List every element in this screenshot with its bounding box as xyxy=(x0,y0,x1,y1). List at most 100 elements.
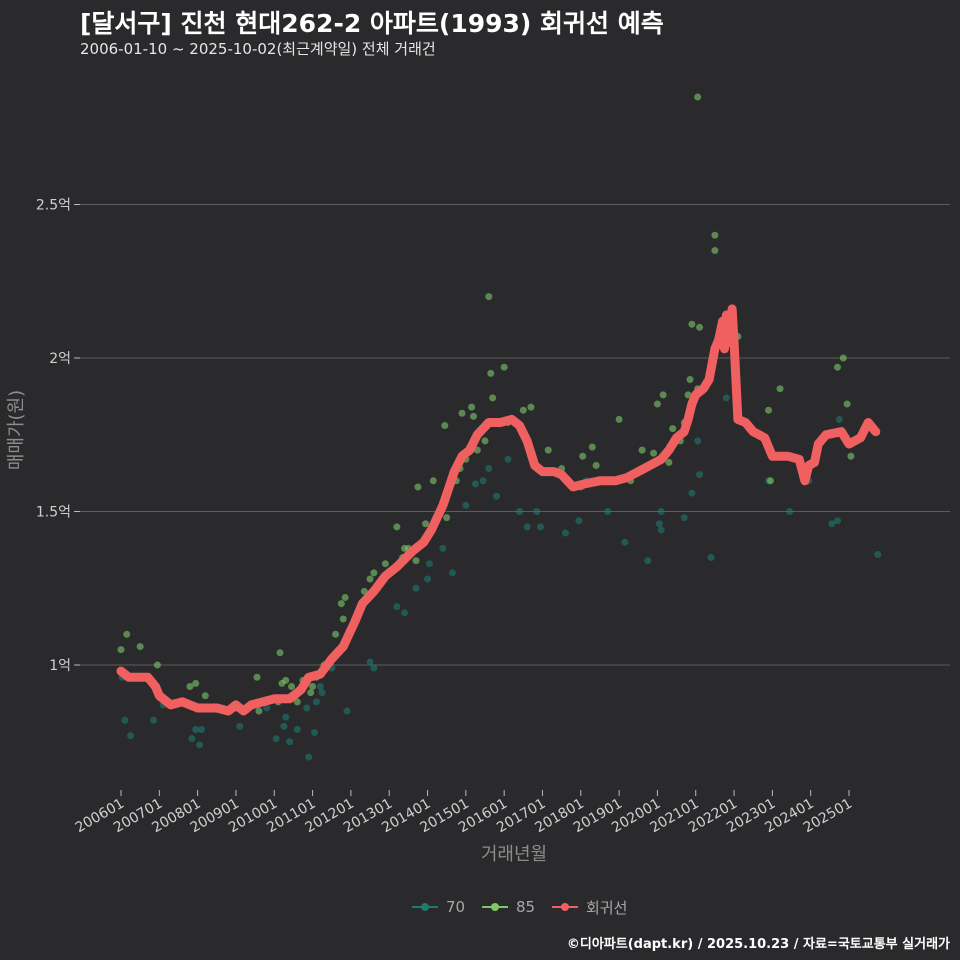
point-70-44 xyxy=(561,529,569,537)
point-85-46 xyxy=(470,412,478,420)
point-85-75 xyxy=(688,320,696,328)
point-85-61 xyxy=(588,443,596,451)
chart-title: [달서구] 진천 현대262-2 아파트(1993) 회귀선 예측 xyxy=(80,9,664,38)
point-70-34 xyxy=(462,501,470,509)
point-70-37 xyxy=(485,465,493,473)
legend-item-70[interactable]: 70 xyxy=(412,896,465,918)
x-axis-title: 거래년월 xyxy=(481,844,547,865)
regression-layer xyxy=(116,304,881,716)
legend: 70 85 회귀선 xyxy=(0,896,960,918)
point-85-26 xyxy=(360,587,368,595)
point-85-49 xyxy=(485,293,493,301)
x-axis-ticks: 2006012007012008012009012010012011012012… xyxy=(73,790,855,836)
point-70-38 xyxy=(492,492,500,500)
point-85-48 xyxy=(481,437,489,445)
point-70-8 xyxy=(197,725,205,733)
point-85-87 xyxy=(834,363,842,371)
y-axis-title: 매매가(원) xyxy=(6,390,27,470)
point-85-79 xyxy=(711,231,719,239)
point-70-43 xyxy=(537,523,545,531)
point-70-60 xyxy=(786,508,794,515)
point-85-74 xyxy=(686,375,694,383)
source-caption: ©디아파트(dapt.kr) / 2025.10.23 / 자료=국토교통부 실… xyxy=(566,937,950,952)
chart-subtitle: 2006-01-10 ~ 2025-10-02(최근계약일) 전체 거래건 xyxy=(80,40,436,58)
point-85-34 xyxy=(412,557,420,565)
point-70-58 xyxy=(722,394,730,402)
point-85-28 xyxy=(370,569,378,577)
point-70-51 xyxy=(657,526,665,534)
point-70-19 xyxy=(310,729,318,737)
point-85-89 xyxy=(843,400,851,408)
point-70-10 xyxy=(236,722,244,730)
point-70-16 xyxy=(293,725,301,733)
point-85-27 xyxy=(366,575,374,583)
point-85-63 xyxy=(615,415,623,423)
point-85-45 xyxy=(468,403,476,411)
point-70-54 xyxy=(688,489,696,497)
point-70-12 xyxy=(272,735,280,743)
point-70-14 xyxy=(282,713,290,721)
point-70-64 xyxy=(835,415,843,423)
point-70-57 xyxy=(707,554,715,562)
point-70-56 xyxy=(696,471,704,479)
point-70-45 xyxy=(575,517,583,525)
point-70-28 xyxy=(401,609,409,617)
point-70-15 xyxy=(286,738,294,746)
point-85-50 xyxy=(487,369,495,377)
point-85-1 xyxy=(123,630,131,638)
point-70-25 xyxy=(366,658,374,666)
point-85-17 xyxy=(307,689,315,697)
point-85-13 xyxy=(282,676,290,684)
point-85-18 xyxy=(309,682,317,690)
point-85-62 xyxy=(592,461,600,469)
point-85-22 xyxy=(337,600,345,608)
point-70-53 xyxy=(680,514,688,522)
y-tick-label-0: 1억 xyxy=(49,658,71,674)
legend-swatch-85 xyxy=(482,896,508,918)
point-85-21 xyxy=(332,630,340,638)
legend-label-70: 70 xyxy=(446,898,466,916)
y-tick-label-3: 2.5억 xyxy=(36,198,71,214)
point-85-6 xyxy=(201,692,209,700)
point-70-65 xyxy=(874,550,882,558)
point-85-14 xyxy=(288,682,296,690)
point-70-17 xyxy=(303,704,311,712)
point-85-52 xyxy=(500,363,508,371)
legend-item-regression[interactable]: 회귀선 xyxy=(552,896,627,918)
point-85-73 xyxy=(684,391,692,399)
point-70-42 xyxy=(533,508,541,515)
point-70-5 xyxy=(188,735,196,743)
points-layer xyxy=(117,93,882,761)
point-85-23 xyxy=(339,615,347,623)
point-85-37 xyxy=(429,477,437,485)
point-70-50 xyxy=(655,520,663,528)
point-70-36 xyxy=(479,477,487,485)
point-70-30 xyxy=(424,575,432,583)
point-85-85 xyxy=(765,406,773,414)
point-85-90 xyxy=(847,452,855,460)
point-70-24 xyxy=(343,707,351,715)
point-85-39 xyxy=(443,514,451,522)
point-70-18 xyxy=(305,753,313,761)
point-85-68 xyxy=(659,391,667,399)
legend-item-85[interactable]: 85 xyxy=(482,896,535,918)
point-85-2 xyxy=(136,643,144,651)
point-85-54 xyxy=(519,406,527,414)
y-tick-label-1: 1.5억 xyxy=(36,505,71,521)
point-85-8 xyxy=(253,673,261,681)
point-70-21 xyxy=(316,682,324,690)
point-70-2 xyxy=(127,732,135,740)
point-70-49 xyxy=(644,557,652,565)
grid-layer xyxy=(74,204,950,666)
regression-line xyxy=(116,304,881,716)
point-70-47 xyxy=(604,508,612,515)
point-70-29 xyxy=(412,584,420,592)
point-85-38 xyxy=(441,422,449,430)
point-70-63 xyxy=(834,517,842,525)
point-70-26 xyxy=(370,664,378,672)
point-85-67 xyxy=(653,400,661,408)
point-85-4 xyxy=(186,682,194,690)
point-70-13 xyxy=(280,722,288,730)
point-85-24 xyxy=(341,593,349,601)
legend-label-85: 85 xyxy=(516,898,536,916)
